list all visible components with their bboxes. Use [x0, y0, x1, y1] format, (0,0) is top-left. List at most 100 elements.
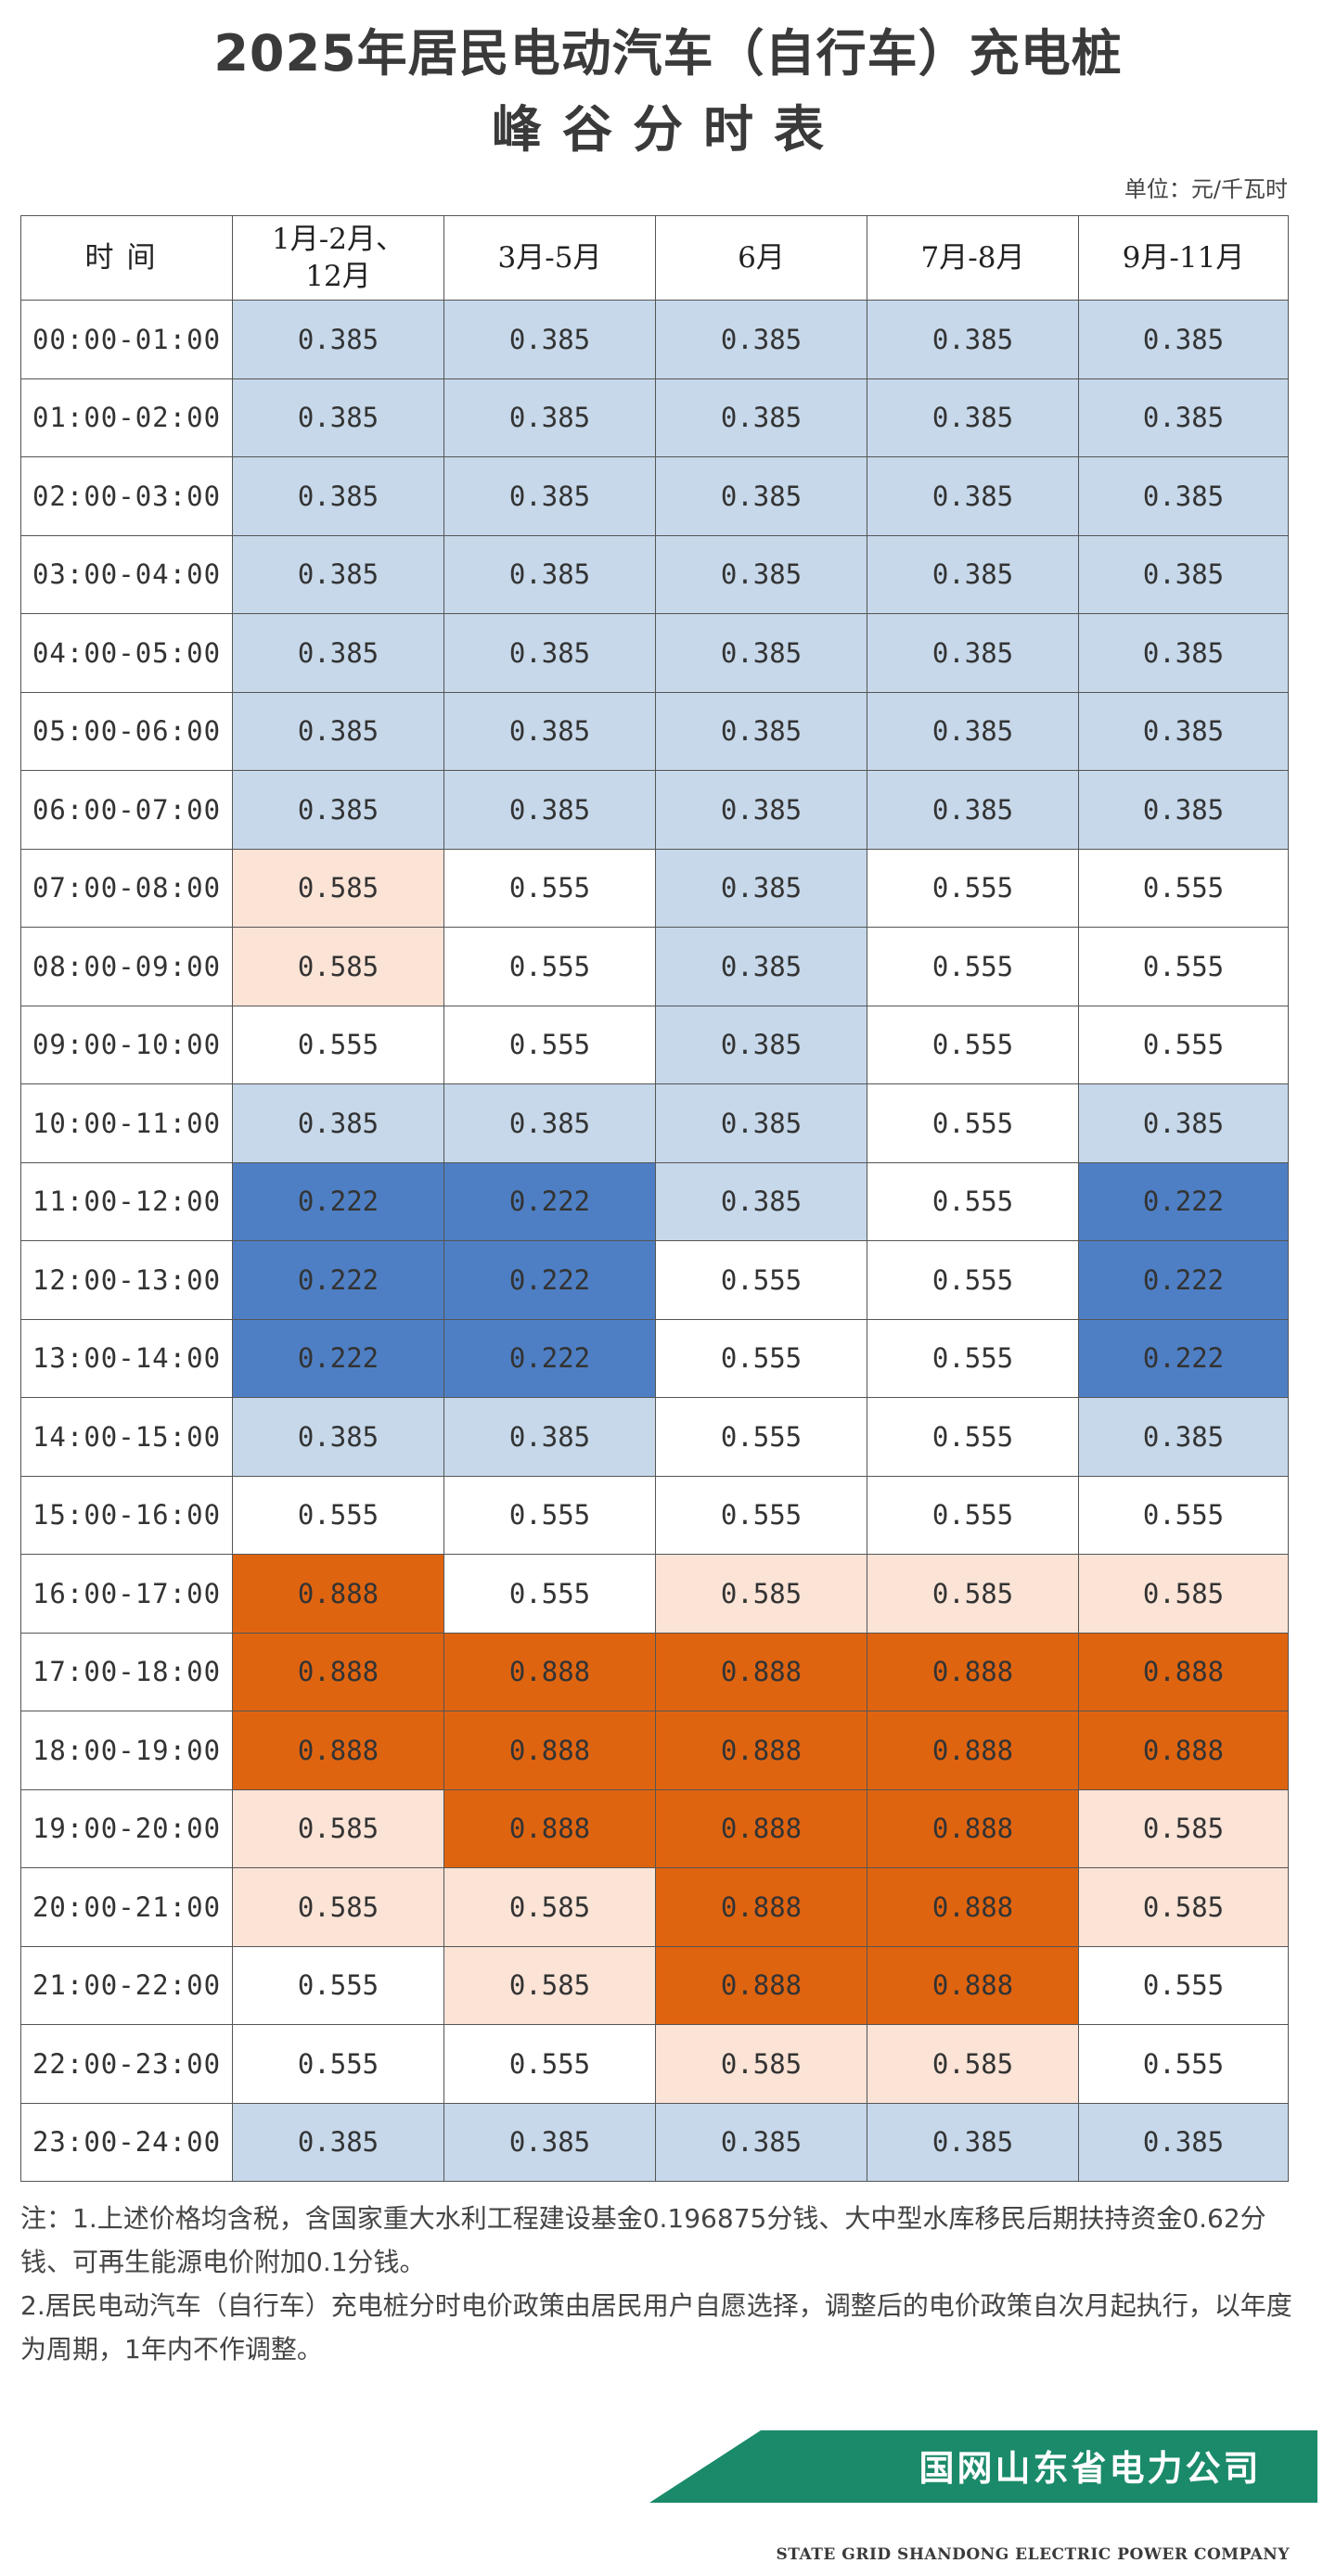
price-cell: 0.888 — [232, 1632, 444, 1711]
price-cell: 0.385 — [867, 456, 1079, 536]
price-cell: 0.555 — [1078, 2024, 1289, 2104]
time-cell: 05:00-06:00 — [20, 691, 233, 771]
price-cell: 0.555 — [443, 2024, 656, 2104]
price-cell: 0.888 — [867, 1867, 1079, 1947]
price-cell: 0.888 — [1078, 1632, 1289, 1711]
price-cell: 0.385 — [232, 613, 444, 693]
table-row: 20:00-21:00 0.585 0.585 0.888 0.888 0.585 — [20, 1867, 1289, 1947]
price-cell: 0.888 — [655, 1867, 867, 1947]
price-cell: 0.385 — [655, 1161, 867, 1241]
price-cell: 0.585 — [1078, 1554, 1289, 1634]
price-cell: 0.222 — [1078, 1240, 1289, 1320]
time-cell: 02:00-03:00 — [20, 456, 233, 536]
time-cell: 18:00-19:00 — [20, 1711, 233, 1790]
time-cell: 15:00-16:00 — [20, 1475, 233, 1555]
price-cell: 0.222 — [232, 1240, 444, 1320]
page-subtitle: 峰谷分时表 — [492, 100, 844, 159]
price-cell: 0.385 — [1078, 770, 1289, 850]
header-jan-feb-dec: 1月-2月、12月 — [232, 215, 444, 301]
price-cell: 0.555 — [1078, 848, 1289, 928]
price-cell: 0.385 — [443, 691, 656, 771]
header-time: 时间 — [20, 215, 233, 301]
price-cell: 0.385 — [232, 1083, 444, 1163]
price-cell: 0.385 — [655, 613, 867, 693]
price-cell: 0.385 — [867, 534, 1079, 614]
price-cell: 0.555 — [867, 1240, 1079, 1320]
tou-price-table: 时间 1月-2月、12月 3月-5月 6月 7月-8月 9月-11月 00:00… — [20, 215, 1289, 2182]
price-cell: 0.385 — [443, 300, 656, 379]
price-cell: 0.222 — [443, 1240, 656, 1320]
price-cell: 0.888 — [655, 1945, 867, 2025]
price-cell: 0.222 — [1078, 1318, 1289, 1398]
price-cell: 0.585 — [232, 848, 444, 928]
banner-shape — [649, 2430, 1317, 2503]
time-cell: 17:00-18:00 — [20, 1632, 233, 1711]
time-cell: 04:00-05:00 — [20, 613, 233, 693]
price-cell: 0.385 — [1078, 378, 1289, 457]
price-cell: 0.555 — [232, 1475, 444, 1555]
price-cell: 0.385 — [655, 691, 867, 771]
price-cell: 0.385 — [655, 534, 867, 614]
time-cell: 16:00-17:00 — [20, 1554, 233, 1634]
price-cell: 0.555 — [867, 1161, 1079, 1241]
price-cell: 0.385 — [1078, 2102, 1289, 2182]
price-cell: 0.585 — [232, 1867, 444, 1947]
price-cell: 0.385 — [1078, 691, 1289, 771]
price-cell: 0.385 — [655, 378, 867, 457]
page-title: 2025年居民电动汽车（自行车）充电桩 — [213, 24, 1123, 83]
time-cell: 09:00-10:00 — [20, 1005, 233, 1084]
company-name-en: STATE GRID SHANDONG ELECTRIC POWER COMPA… — [776, 2545, 1290, 2564]
time-cell: 06:00-07:00 — [20, 770, 233, 850]
price-cell: 0.385 — [867, 2102, 1079, 2182]
price-cell: 0.555 — [1078, 1945, 1289, 2025]
time-cell: 00:00-01:00 — [20, 300, 233, 379]
header-jul-aug: 7月-8月 — [867, 215, 1079, 301]
price-cell: 0.555 — [867, 1475, 1079, 1555]
table-row: 04:00-05:00 0.385 0.385 0.385 0.385 0.385 — [20, 613, 1289, 693]
price-cell: 0.385 — [655, 927, 867, 1006]
price-cell: 0.555 — [867, 1083, 1079, 1163]
time-cell: 20:00-21:00 — [20, 1867, 233, 1947]
price-cell: 0.385 — [232, 378, 444, 457]
note-2: 2.居民电动汽车（自行车）充电桩分时电价政策由居民用户自愿选择，调整后的电价政策… — [20, 2290, 1292, 2365]
price-cell: 0.555 — [232, 1005, 444, 1084]
table-row: 12:00-13:00 0.222 0.222 0.555 0.555 0.222 — [20, 1240, 1289, 1320]
time-cell: 03:00-04:00 — [20, 534, 233, 614]
price-cell: 0.385 — [232, 770, 444, 850]
price-cell: 0.585 — [655, 1554, 867, 1634]
time-cell: 08:00-09:00 — [20, 927, 233, 1006]
price-cell: 0.385 — [232, 456, 444, 536]
table-row: 02:00-03:00 0.385 0.385 0.385 0.385 0.385 — [20, 456, 1289, 536]
price-cell: 0.385 — [1078, 534, 1289, 614]
price-cell: 0.385 — [443, 1083, 656, 1163]
table-row: 16:00-17:00 0.888 0.555 0.585 0.585 0.585 — [20, 1554, 1289, 1634]
header-sep-nov: 9月-11月 — [1078, 215, 1289, 301]
table-row: 19:00-20:00 0.585 0.888 0.888 0.888 0.585 — [20, 1788, 1289, 1868]
price-cell: 0.555 — [1078, 927, 1289, 1006]
price-cell: 0.888 — [867, 1711, 1079, 1790]
table-row: 14:00-15:00 0.385 0.385 0.555 0.555 0.385 — [20, 1397, 1289, 1477]
time-cell: 12:00-13:00 — [20, 1240, 233, 1320]
price-cell: 0.222 — [1078, 1161, 1289, 1241]
price-cell: 0.385 — [443, 2102, 656, 2182]
price-cell: 0.555 — [443, 848, 656, 928]
price-cell: 0.555 — [232, 2024, 444, 2104]
price-cell: 0.888 — [1078, 1711, 1289, 1790]
price-cell: 0.385 — [443, 534, 656, 614]
price-cell: 0.585 — [443, 1867, 656, 1947]
price-cell: 0.585 — [232, 1788, 444, 1868]
price-cell: 0.555 — [443, 1005, 656, 1084]
price-cell: 0.385 — [655, 1083, 867, 1163]
price-cell: 0.385 — [1078, 1397, 1289, 1477]
table-row: 08:00-09:00 0.585 0.555 0.385 0.555 0.555 — [20, 927, 1289, 1006]
price-cell: 0.385 — [655, 848, 867, 928]
table-row: 15:00-16:00 0.555 0.555 0.555 0.555 0.555 — [20, 1475, 1289, 1555]
price-cell: 0.888 — [655, 1788, 867, 1868]
price-cell: 0.385 — [443, 456, 656, 536]
price-cell: 0.555 — [867, 927, 1079, 1006]
time-cell: 23:00-24:00 — [20, 2102, 233, 2182]
company-banner: 国网山东省电力公司 — [649, 2430, 1317, 2531]
time-cell: 21:00-22:00 — [20, 1945, 233, 2025]
time-cell: 19:00-20:00 — [20, 1788, 233, 1868]
price-cell: 0.385 — [232, 691, 444, 771]
